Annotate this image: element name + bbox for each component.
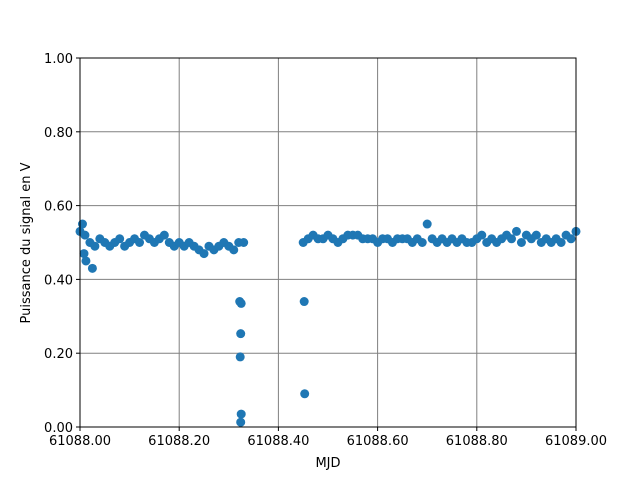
point (235, 352, 245, 362)
point (507, 234, 517, 244)
point (236, 329, 246, 339)
point (135, 238, 145, 247)
point (300, 389, 310, 399)
point (79, 249, 89, 259)
point (90, 241, 100, 251)
y-tick-label: 0.20 (44, 347, 73, 362)
y-tick-label: 0.60 (44, 200, 73, 215)
point (87, 263, 97, 273)
point (422, 219, 432, 229)
x-axis-label: MJD (315, 456, 340, 471)
point (477, 230, 487, 240)
point (299, 297, 309, 307)
point (81, 256, 91, 266)
x-tick-label: 61088.60 (347, 434, 409, 449)
point (236, 298, 246, 308)
y-tick-label: 0.80 (44, 126, 73, 141)
point (236, 417, 246, 427)
x-tick-label: 61088.00 (49, 434, 111, 449)
y-tick-label: 0.00 (44, 421, 73, 436)
point (77, 219, 87, 229)
point (511, 226, 521, 236)
x-tick-label: 61088.40 (247, 434, 309, 449)
point (566, 234, 576, 244)
point (516, 238, 526, 247)
y-tick-label: 1.00 (44, 52, 73, 67)
point (159, 230, 169, 240)
y-axis-label: Puissance du signal en V (19, 162, 34, 323)
x-tick-label: 61088.80 (446, 434, 508, 449)
point (236, 409, 246, 419)
y-tick-label: 0.40 (44, 273, 73, 288)
x-tick-label: 61089.00 (545, 434, 607, 449)
point (115, 234, 125, 244)
x-tick-label: 61088.20 (148, 434, 210, 449)
point (417, 238, 427, 247)
point (199, 249, 209, 259)
plot-frame (79, 57, 577, 428)
point (239, 238, 249, 247)
point (531, 230, 541, 240)
point (229, 245, 239, 255)
point (556, 238, 566, 247)
point (80, 230, 90, 240)
